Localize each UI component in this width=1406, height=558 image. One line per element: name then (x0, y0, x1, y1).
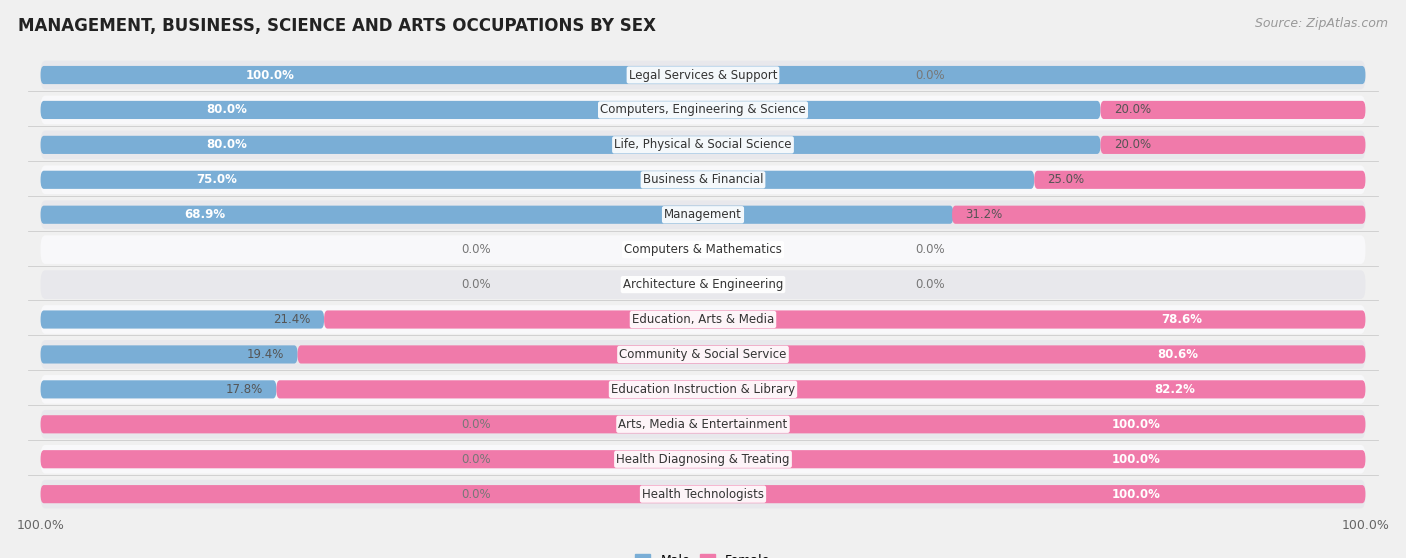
Text: 0.0%: 0.0% (461, 243, 491, 256)
FancyBboxPatch shape (41, 415, 1365, 434)
FancyBboxPatch shape (41, 200, 1365, 229)
FancyBboxPatch shape (1101, 136, 1365, 154)
Text: 75.0%: 75.0% (197, 174, 238, 186)
FancyBboxPatch shape (41, 270, 1365, 299)
FancyBboxPatch shape (325, 310, 1365, 329)
FancyBboxPatch shape (41, 66, 1365, 84)
Text: 68.9%: 68.9% (184, 208, 225, 221)
Text: Computers, Engineering & Science: Computers, Engineering & Science (600, 103, 806, 117)
Text: Legal Services & Support: Legal Services & Support (628, 69, 778, 81)
Text: Business & Financial: Business & Financial (643, 174, 763, 186)
FancyBboxPatch shape (41, 171, 1035, 189)
Text: 21.4%: 21.4% (273, 313, 311, 326)
Text: 31.2%: 31.2% (966, 208, 1002, 221)
FancyBboxPatch shape (41, 305, 1365, 334)
Text: Source: ZipAtlas.com: Source: ZipAtlas.com (1254, 17, 1388, 30)
Text: 0.0%: 0.0% (915, 278, 945, 291)
Text: Life, Physical & Social Science: Life, Physical & Social Science (614, 138, 792, 151)
FancyBboxPatch shape (41, 375, 1365, 403)
FancyBboxPatch shape (41, 345, 298, 363)
FancyBboxPatch shape (41, 480, 1365, 508)
Text: 0.0%: 0.0% (461, 278, 491, 291)
Text: 100.0%: 100.0% (246, 69, 295, 81)
Text: Education, Arts & Media: Education, Arts & Media (631, 313, 775, 326)
Text: 78.6%: 78.6% (1161, 313, 1202, 326)
FancyBboxPatch shape (41, 235, 1365, 264)
Text: 20.0%: 20.0% (1114, 138, 1152, 151)
FancyBboxPatch shape (41, 95, 1365, 124)
Text: Health Technologists: Health Technologists (643, 488, 763, 501)
Text: 0.0%: 0.0% (461, 488, 491, 501)
Text: Computers & Mathematics: Computers & Mathematics (624, 243, 782, 256)
FancyBboxPatch shape (277, 381, 1365, 398)
Text: 100.0%: 100.0% (1111, 488, 1160, 501)
FancyBboxPatch shape (41, 340, 1365, 369)
Text: 82.2%: 82.2% (1154, 383, 1195, 396)
FancyBboxPatch shape (41, 485, 1365, 503)
FancyBboxPatch shape (1101, 101, 1365, 119)
FancyBboxPatch shape (41, 206, 953, 224)
FancyBboxPatch shape (952, 206, 1365, 224)
Text: Management: Management (664, 208, 742, 221)
FancyBboxPatch shape (1035, 171, 1365, 189)
Text: 19.4%: 19.4% (247, 348, 284, 361)
Text: Health Diagnosing & Treating: Health Diagnosing & Treating (616, 453, 790, 466)
Text: Architecture & Engineering: Architecture & Engineering (623, 278, 783, 291)
Text: 0.0%: 0.0% (915, 69, 945, 81)
Text: 0.0%: 0.0% (461, 453, 491, 466)
FancyBboxPatch shape (41, 381, 277, 398)
Legend: Male, Female: Male, Female (636, 554, 770, 558)
Text: 80.0%: 80.0% (207, 138, 247, 151)
Text: 100.0%: 100.0% (1111, 453, 1160, 466)
Text: 17.8%: 17.8% (226, 383, 263, 396)
FancyBboxPatch shape (41, 101, 1101, 119)
FancyBboxPatch shape (298, 345, 1365, 363)
Text: Arts, Media & Entertainment: Arts, Media & Entertainment (619, 418, 787, 431)
Text: 100.0%: 100.0% (1111, 418, 1160, 431)
Text: 0.0%: 0.0% (915, 243, 945, 256)
FancyBboxPatch shape (41, 131, 1365, 159)
Text: Community & Social Service: Community & Social Service (619, 348, 787, 361)
Text: 80.6%: 80.6% (1157, 348, 1199, 361)
FancyBboxPatch shape (41, 450, 1365, 468)
FancyBboxPatch shape (41, 166, 1365, 194)
Text: 20.0%: 20.0% (1114, 103, 1152, 117)
Text: MANAGEMENT, BUSINESS, SCIENCE AND ARTS OCCUPATIONS BY SEX: MANAGEMENT, BUSINESS, SCIENCE AND ARTS O… (18, 17, 657, 35)
FancyBboxPatch shape (41, 61, 1365, 89)
FancyBboxPatch shape (41, 410, 1365, 439)
FancyBboxPatch shape (41, 445, 1365, 474)
Text: Education Instruction & Library: Education Instruction & Library (612, 383, 794, 396)
FancyBboxPatch shape (41, 310, 325, 329)
Text: 80.0%: 80.0% (207, 103, 247, 117)
Text: 25.0%: 25.0% (1047, 174, 1084, 186)
Text: 0.0%: 0.0% (461, 418, 491, 431)
FancyBboxPatch shape (41, 136, 1101, 154)
